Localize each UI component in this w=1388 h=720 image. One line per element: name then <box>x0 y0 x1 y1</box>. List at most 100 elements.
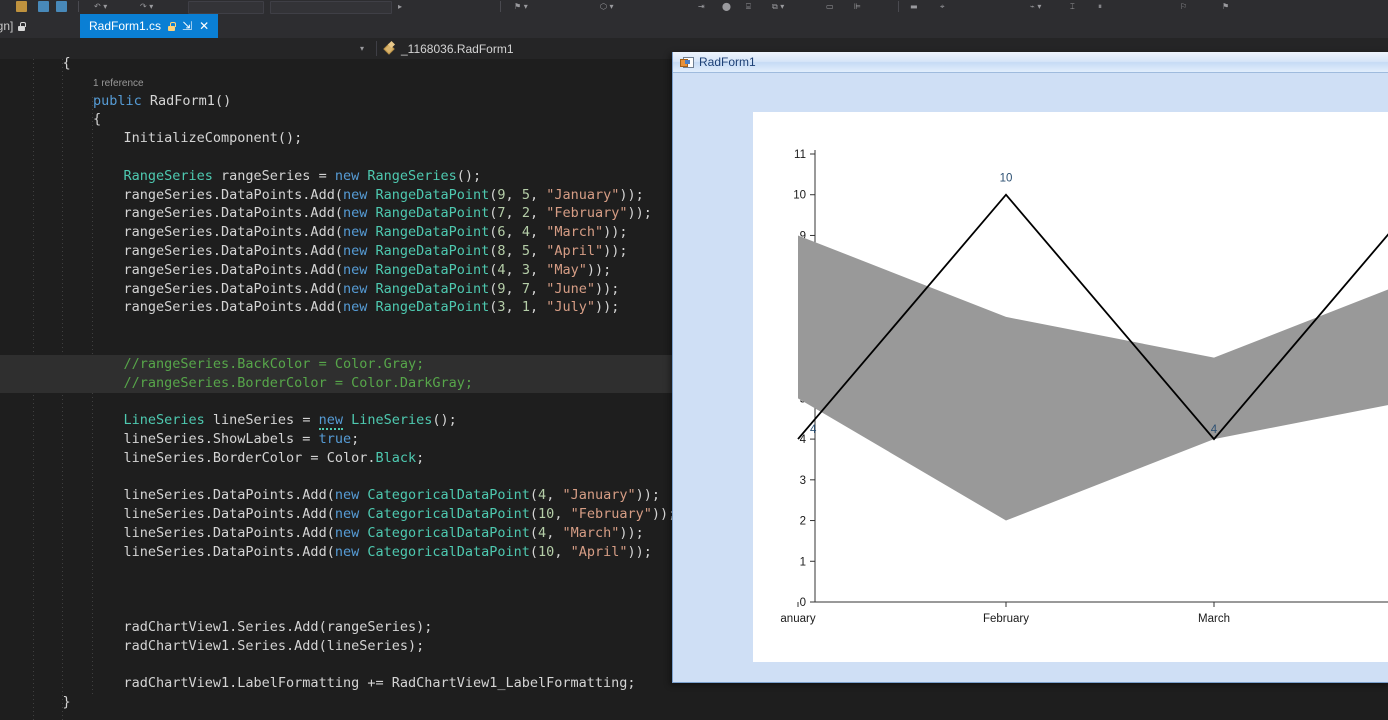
code-token: , <box>505 299 522 316</box>
tab-radform1-cs[interactable]: RadForm1.cs ⇲ ✕ <box>80 14 219 38</box>
find-icon[interactable]: ⬡ ▾ <box>600 2 614 11</box>
save-icon[interactable] <box>38 1 49 12</box>
code-token: )); <box>635 487 660 504</box>
code-token: new <box>342 205 376 222</box>
code-token: ( <box>489 299 498 316</box>
code-line[interactable]: lineSeries.DataPoints.Add(new Categorica… <box>0 505 1388 524</box>
code-token: 8 <box>497 243 506 259</box>
code-token: , <box>505 280 522 297</box>
x-axis-tick-label: February <box>983 613 1029 625</box>
start-debug-icon[interactable]: ▸ <box>398 2 403 11</box>
redo-icon[interactable]: ↷ ▾ <box>140 2 154 11</box>
code-line[interactable]: lineSeries.DataPoints.Add(new Categorica… <box>0 543 1388 562</box>
code-token: 3 <box>497 299 506 316</box>
tab-designer[interactable]: ign] <box>0 14 33 38</box>
code-token: ( <box>489 280 498 297</box>
code-line[interactable]: rangeSeries.DataPoints.Add(new RangeData… <box>0 223 1388 242</box>
y-axis-tick-label: 10 <box>793 190 806 202</box>
code-token <box>343 412 351 428</box>
code-line[interactable]: radChartView1.LabelFormatting += RadChar… <box>0 674 1388 693</box>
breakpoint-icon[interactable]: ⬤ <box>722 2 731 11</box>
code-line[interactable]: rangeSeries.DataPoints.Add(new RangeData… <box>0 280 1388 299</box>
codelens-reference-count[interactable]: 1 reference <box>93 77 144 89</box>
code-line[interactable]: rangeSeries.DataPoints.Add(new RangeData… <box>0 242 1388 261</box>
code-line[interactable]: lineSeries.ShowLabels = true; <box>0 430 1388 449</box>
step-icon[interactable]: ⇥ <box>698 2 705 11</box>
code-token: 4 <box>497 261 506 278</box>
undo-icon[interactable]: ↶ ▾ <box>94 2 108 11</box>
code-token: } <box>62 694 71 711</box>
code-line[interactable]: lineSeries.DataPoints.Add(new Categorica… <box>0 524 1388 543</box>
code-line[interactable]: rangeSeries.DataPoints.Add(new RangeData… <box>0 298 1388 317</box>
extra-icon[interactable]: ⏸ <box>1098 2 1102 11</box>
close-icon[interactable]: ✕ <box>199 19 210 33</box>
code-line[interactable]: RangeSeries rangeSeries = new RangeSerie… <box>0 167 1388 186</box>
filter-icon[interactable]: ⌁ ▾ <box>1030 2 1042 11</box>
code-token: new <box>334 525 368 541</box>
line-data-label: 10 <box>1000 173 1013 185</box>
code-line[interactable]: public RadForm1() <box>0 92 1388 111</box>
comment-icon[interactable]: ⌸ <box>746 2 751 11</box>
code-line[interactable]: rangeSeries.DataPoints.Add(new RangeData… <box>0 204 1388 223</box>
navigate-icon[interactable]: ⚑ ▾ <box>514 2 528 11</box>
code-line[interactable]: { <box>0 54 1388 73</box>
range-series-area <box>798 235 1388 521</box>
radform1-window[interactable]: RadForm1 01234567891011anuaryFebruaryMar… <box>672 52 1388 683</box>
code-line[interactable]: } <box>0 693 1388 712</box>
type-scope-label: _1168036.RadForm1 <box>401 41 514 56</box>
rad-chart-view[interactable]: 01234567891011anuaryFebruaryMarch4104 <box>753 112 1388 662</box>
panel-icon[interactable]: ⊫ <box>854 2 861 11</box>
folder-open-icon[interactable] <box>16 1 27 12</box>
code-token: lineSeries = <box>204 412 319 429</box>
code-token: ( <box>529 543 539 560</box>
lock-icon <box>168 21 176 31</box>
save-all-icon[interactable] <box>56 1 67 12</box>
window-icon[interactable]: ⧉ ▾ <box>772 2 785 11</box>
code-token: )); <box>603 224 628 241</box>
code-token: radChartView1.Series.Add(rangeSeries); <box>123 619 433 635</box>
tools-icon[interactable]: ▬ <box>910 2 918 11</box>
visual-studio-toolbar[interactable]: ↶ ▾ ↷ ▾ ▸ ⚑ ▾ ⬡ ▾ ⇥ ⬤ ⌸ ⧉ ▾ ▭ ⊫ ▬ ⌖ ⌁ ▾ … <box>0 0 1388 15</box>
code-token: "April" <box>546 243 604 259</box>
code-line[interactable]: LineSeries lineSeries = new LineSeries()… <box>0 411 1388 431</box>
zoom-icon[interactable]: ⌖ <box>940 2 945 11</box>
code-token: 6 <box>497 224 506 241</box>
radform1-title-bar[interactable]: RadForm1 <box>673 52 1388 73</box>
code-token: //rangeSeries.BackColor = Color.Gray; <box>123 355 425 372</box>
code-token: new <box>342 243 376 259</box>
indent-guide <box>92 97 93 697</box>
code-line[interactable]: lineSeries.DataPoints.Add(new Categorica… <box>0 486 1388 505</box>
help-icon[interactable]: ⌶ <box>1070 2 1075 11</box>
code-token: , <box>529 299 547 316</box>
bookmark-icon[interactable]: ⚐ <box>1180 2 1188 11</box>
code-line[interactable]: radChartView1.Series.Add(rangeSeries); <box>0 618 1388 637</box>
code-line[interactable]: { <box>0 110 1388 129</box>
code-token: "January" <box>562 487 636 504</box>
code-line[interactable]: //rangeSeries.BackColor = Color.Gray; <box>0 355 1388 374</box>
platform-combo[interactable] <box>270 1 392 14</box>
list-icon[interactable]: ▭ <box>826 2 834 11</box>
code-line[interactable]: rangeSeries.DataPoints.Add(new RangeData… <box>0 261 1388 280</box>
code-token: )); <box>651 506 677 523</box>
code-line[interactable]: radChartView1.Series.Add(lineSeries); <box>0 637 1388 656</box>
code-line[interactable]: //rangeSeries.BorderColor = Color.DarkGr… <box>0 374 1388 393</box>
chevron-down-icon[interactable]: ▾ <box>360 44 365 53</box>
code-line[interactable]: InitializeComponent(); <box>0 129 1388 148</box>
pin-icon[interactable]: ⇲ <box>182 19 193 33</box>
code-line[interactable]: 1 reference <box>0 73 1388 92</box>
code-token: { <box>62 55 71 71</box>
code-token: "March" <box>546 224 604 241</box>
y-axis-tick-label: 11 <box>794 149 806 161</box>
flag-icon[interactable]: ⚑ <box>1222 2 1230 11</box>
code-line[interactable]: lineSeries.BorderColor = Color.Black; <box>0 449 1388 468</box>
project-scope-dropdown[interactable]: ▾ <box>360 38 369 59</box>
code-token: )); <box>627 543 652 560</box>
code-line[interactable]: rangeSeries.DataPoints.Add(new RangeData… <box>0 186 1388 205</box>
code-token: 7 <box>497 205 506 222</box>
editor-tab-strip[interactable]: ign] RadForm1.cs ⇲ ✕ <box>0 14 1388 38</box>
navbar-divider <box>376 41 377 56</box>
type-scope-dropdown[interactable]: _1168036.RadForm1 <box>384 38 514 59</box>
code-token: true <box>318 431 352 447</box>
config-combo[interactable] <box>188 1 264 14</box>
